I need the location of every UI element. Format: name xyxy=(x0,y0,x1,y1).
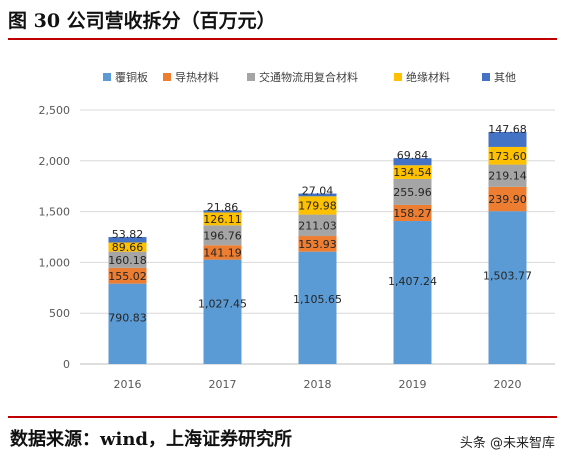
bar-segment xyxy=(108,242,147,252)
x-tick-label: 2020 xyxy=(494,378,522,391)
bar-segment xyxy=(488,186,527,212)
data-label: 21.86 xyxy=(207,201,239,214)
data-label: 1,027.45 xyxy=(198,297,247,310)
legend-swatch xyxy=(394,73,402,81)
bar-segment xyxy=(393,221,432,364)
bar-segment xyxy=(108,267,147,284)
legend-swatch xyxy=(482,73,490,81)
data-label: 1,105.65 xyxy=(293,293,342,306)
bar-segment xyxy=(203,212,242,226)
bar-segment xyxy=(488,164,527,187)
legend-label: 交通物流用复合材料 xyxy=(259,70,358,84)
bar-segment xyxy=(298,196,337,215)
data-label: 219.14 xyxy=(488,170,527,183)
bar-segment xyxy=(488,211,527,364)
bar-segment xyxy=(488,131,527,147)
bar-segment xyxy=(203,210,242,213)
x-tick-label: 2017 xyxy=(209,378,237,391)
data-label: 255.96 xyxy=(393,186,432,199)
legend: 覆铜板 导热材料 交通物流用复合材料 绝缘材料 其他 xyxy=(103,70,516,84)
figure-title: 图 30 公司营收拆分（百万元） xyxy=(8,10,276,32)
y-tick-label: 500 xyxy=(49,307,70,320)
data-label: 1,407.24 xyxy=(388,275,437,288)
data-label: 239.90 xyxy=(488,193,527,206)
bar-segment xyxy=(108,237,147,243)
data-label: 790.83 xyxy=(108,311,147,324)
x-tick-label: 2018 xyxy=(304,378,332,391)
y-tick-label: 2,000 xyxy=(39,155,71,168)
title-rule xyxy=(8,38,557,40)
data-label: 153.93 xyxy=(298,238,337,251)
bar-segment xyxy=(488,146,527,165)
bar-segment xyxy=(298,251,337,364)
data-label: 173.60 xyxy=(488,150,527,163)
bar-segment xyxy=(203,245,242,260)
data-label: 69.84 xyxy=(397,149,429,162)
x-tick-label: 2016 xyxy=(114,378,142,391)
bar-segment xyxy=(393,165,432,179)
y-axis-ticks: 0 500 1,000 1,500 2,000 2,500 xyxy=(39,104,71,371)
legend-swatch xyxy=(103,73,111,81)
data-label: 134.54 xyxy=(393,166,432,179)
legend-swatch xyxy=(247,73,255,81)
data-label: 141.19 xyxy=(203,246,242,259)
x-tick-label: 2019 xyxy=(399,378,427,391)
bar-segment xyxy=(203,259,242,364)
bar-segment xyxy=(108,251,147,268)
data-label: 126.11 xyxy=(203,213,242,226)
bar-segment xyxy=(393,204,432,222)
y-tick-label: 2,500 xyxy=(39,104,71,117)
legend-label: 覆铜板 xyxy=(115,70,148,84)
bar-segment xyxy=(108,283,147,364)
x-axis-ticks: 2016 2017 2018 2019 2020 xyxy=(114,378,522,391)
y-tick-label: 1,500 xyxy=(39,206,71,219)
legend-label: 其他 xyxy=(494,71,516,84)
data-label: 89.66 xyxy=(112,241,144,254)
bar-segment xyxy=(298,236,337,252)
legend-swatch xyxy=(163,73,171,81)
data-label: 53.82 xyxy=(112,228,144,241)
bar-segment xyxy=(203,225,242,246)
legend-label: 导热材料 xyxy=(175,70,219,84)
source-note: 数据来源：wind，上海证券研究所 xyxy=(10,429,293,450)
bar-segment xyxy=(298,193,337,197)
data-label: 160.18 xyxy=(108,254,147,267)
data-label: 1,503.77 xyxy=(483,269,532,282)
bar-segment xyxy=(393,158,432,166)
data-label: 158.27 xyxy=(393,207,432,220)
watermark: 头条 @未来智库 xyxy=(459,436,555,451)
legend-label: 绝缘材料 xyxy=(406,70,450,84)
data-label: 211.03 xyxy=(298,219,337,232)
y-tick-label: 0 xyxy=(63,358,70,371)
data-label: 147.68 xyxy=(488,123,527,136)
bar-segment xyxy=(298,214,337,237)
data-label: 27.04 xyxy=(302,185,334,198)
footer-rule xyxy=(8,416,557,418)
data-label: 196.76 xyxy=(203,229,242,242)
bar-segment xyxy=(393,178,432,205)
data-label: 155.02 xyxy=(108,270,147,283)
y-tick-label: 1,000 xyxy=(39,256,71,269)
data-label: 179.98 xyxy=(298,199,337,212)
